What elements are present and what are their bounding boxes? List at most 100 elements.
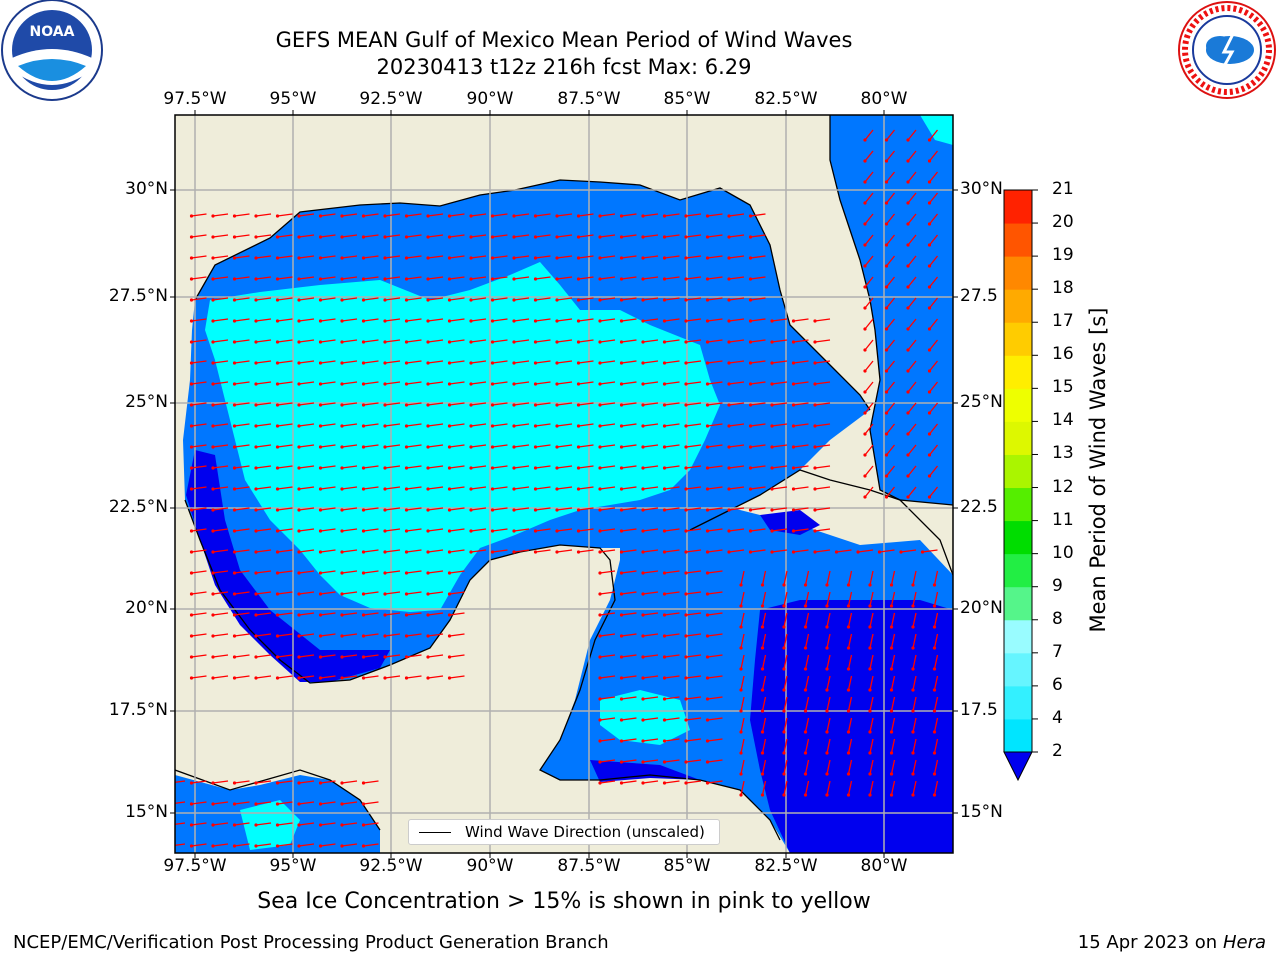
wind-wave-arrow xyxy=(513,255,530,259)
wind-wave-arrow xyxy=(384,654,401,658)
wind-wave-arrow xyxy=(928,318,939,330)
wind-wave-arrowhead xyxy=(211,424,215,428)
wind-wave-arrowhead xyxy=(232,424,237,428)
wind-wave-arrow xyxy=(864,276,874,288)
wind-wave-arrowhead xyxy=(189,340,194,344)
wind-wave-arrowhead xyxy=(447,676,452,680)
wind-wave-arrowhead xyxy=(770,550,774,554)
wind-wave-arrow xyxy=(771,549,788,553)
wind-wave-arrowhead xyxy=(447,550,452,554)
colorbar-band xyxy=(1004,421,1032,455)
wind-wave-arrowhead xyxy=(211,613,215,617)
wind-wave-arrow xyxy=(750,276,766,280)
wind-wave-arrowhead xyxy=(232,634,237,638)
wind-wave-arrowhead xyxy=(211,298,215,302)
wind-wave-arrow xyxy=(621,528,637,532)
wind-wave-arrow xyxy=(933,738,939,754)
wind-wave-arrow xyxy=(885,192,896,204)
wind-wave-arrow xyxy=(847,675,853,691)
wind-wave-arrow xyxy=(234,780,250,784)
wind-wave-arrow xyxy=(255,528,272,532)
wind-wave-arrow xyxy=(783,591,788,607)
atlantic-water xyxy=(830,115,953,505)
wind-wave-arrow xyxy=(685,717,702,721)
wind-wave-arrowhead xyxy=(748,424,753,428)
wind-wave-arrow xyxy=(847,591,853,607)
wind-wave-arrowhead xyxy=(576,235,581,239)
wind-wave-arrowhead xyxy=(863,180,867,184)
wind-wave-arrow xyxy=(234,339,250,343)
wind-wave-arrowhead xyxy=(404,529,409,533)
wind-wave-arrowhead xyxy=(533,256,538,260)
wind-wave-arrowhead xyxy=(927,495,932,499)
wind-wave-arrow xyxy=(599,780,616,784)
wind-wave-arrowhead xyxy=(576,277,581,281)
wind-wave-arrowhead xyxy=(782,751,786,755)
wind-wave-arrow xyxy=(384,549,401,553)
wind-wave-arrow xyxy=(707,612,723,616)
wind-wave-arrow xyxy=(707,717,723,721)
wind-wave-arrowhead xyxy=(361,529,366,533)
wind-wave-arrow xyxy=(384,486,401,490)
wind-wave-arrowhead xyxy=(748,382,753,386)
wind-wave-arrow xyxy=(363,822,379,826)
wind-wave-arrow xyxy=(298,318,315,322)
wind-wave-arrow xyxy=(298,276,315,280)
wind-wave-arrow xyxy=(341,486,358,490)
wind-wave-arrowhead xyxy=(361,403,366,407)
wind-wave-arrow xyxy=(427,549,444,553)
wind-wave-arrowhead xyxy=(254,550,258,554)
coastline-0 xyxy=(194,179,871,411)
wind-wave-arrow xyxy=(685,318,702,322)
wind-wave-arrowhead xyxy=(533,361,538,365)
wind-wave-arrowhead xyxy=(533,319,538,323)
wind-wave-arrow xyxy=(578,423,594,427)
wind-wave-arrow xyxy=(642,507,659,511)
wind-wave-arrow xyxy=(804,612,810,628)
wind-wave-arrowhead xyxy=(884,453,889,457)
wind-wave-arrow xyxy=(255,507,272,511)
wind-wave-arrow xyxy=(864,381,874,393)
wind-wave-arrow xyxy=(814,444,831,448)
wind-wave-arrowhead xyxy=(297,445,301,449)
wind-wave-arrow xyxy=(277,507,293,511)
wind-wave-arrow xyxy=(320,654,336,658)
wind-wave-arrow xyxy=(277,549,293,553)
wind-wave-arrow xyxy=(793,402,809,406)
wind-wave-arrowhead xyxy=(275,424,280,428)
wind-wave-arrowhead xyxy=(906,306,910,310)
wind-wave-arrow xyxy=(685,570,702,574)
wind-wave-arrowhead xyxy=(619,655,624,659)
wind-wave-arrowhead xyxy=(189,487,194,491)
gulf-core-4to6 xyxy=(205,262,720,612)
wind-wave-arrowhead xyxy=(469,235,473,239)
wind-wave-arrowhead xyxy=(727,487,731,491)
wind-wave-arrow xyxy=(621,633,637,637)
wind-wave-arrowhead xyxy=(361,256,366,260)
wind-wave-arrowhead xyxy=(684,760,688,764)
wind-wave-arrow xyxy=(814,486,831,490)
wind-wave-arrow xyxy=(685,234,702,238)
wind-wave-arrow xyxy=(234,570,250,574)
lon-label-top: 90°W xyxy=(466,89,514,109)
wind-wave-arrowhead xyxy=(727,298,731,302)
wind-wave-arrow xyxy=(664,549,680,553)
wind-wave-arrowhead xyxy=(297,298,301,302)
wind-wave-arrowhead xyxy=(211,676,215,680)
wind-wave-arrowhead xyxy=(576,361,581,365)
wind-wave-arrowhead xyxy=(211,592,215,596)
wind-wave-arrow xyxy=(728,276,745,280)
wind-wave-arrowhead xyxy=(884,222,889,226)
wind-wave-arrow xyxy=(685,507,702,511)
colorbar-tick-label: 18 xyxy=(1052,278,1074,299)
lon-label-bottom: 97.5°W xyxy=(163,856,227,876)
wind-wave-arrowhead xyxy=(469,382,473,386)
wind-wave-arrow xyxy=(826,654,831,670)
wind-wave-arrowhead xyxy=(211,403,215,407)
wind-wave-arrow xyxy=(793,444,809,448)
wind-wave-arrow xyxy=(621,654,637,658)
wind-wave-arrow xyxy=(492,360,508,364)
wind-wave-arrowhead xyxy=(770,487,774,491)
wind-wave-arrow xyxy=(191,402,207,406)
wind-wave-arrowhead xyxy=(555,445,559,449)
